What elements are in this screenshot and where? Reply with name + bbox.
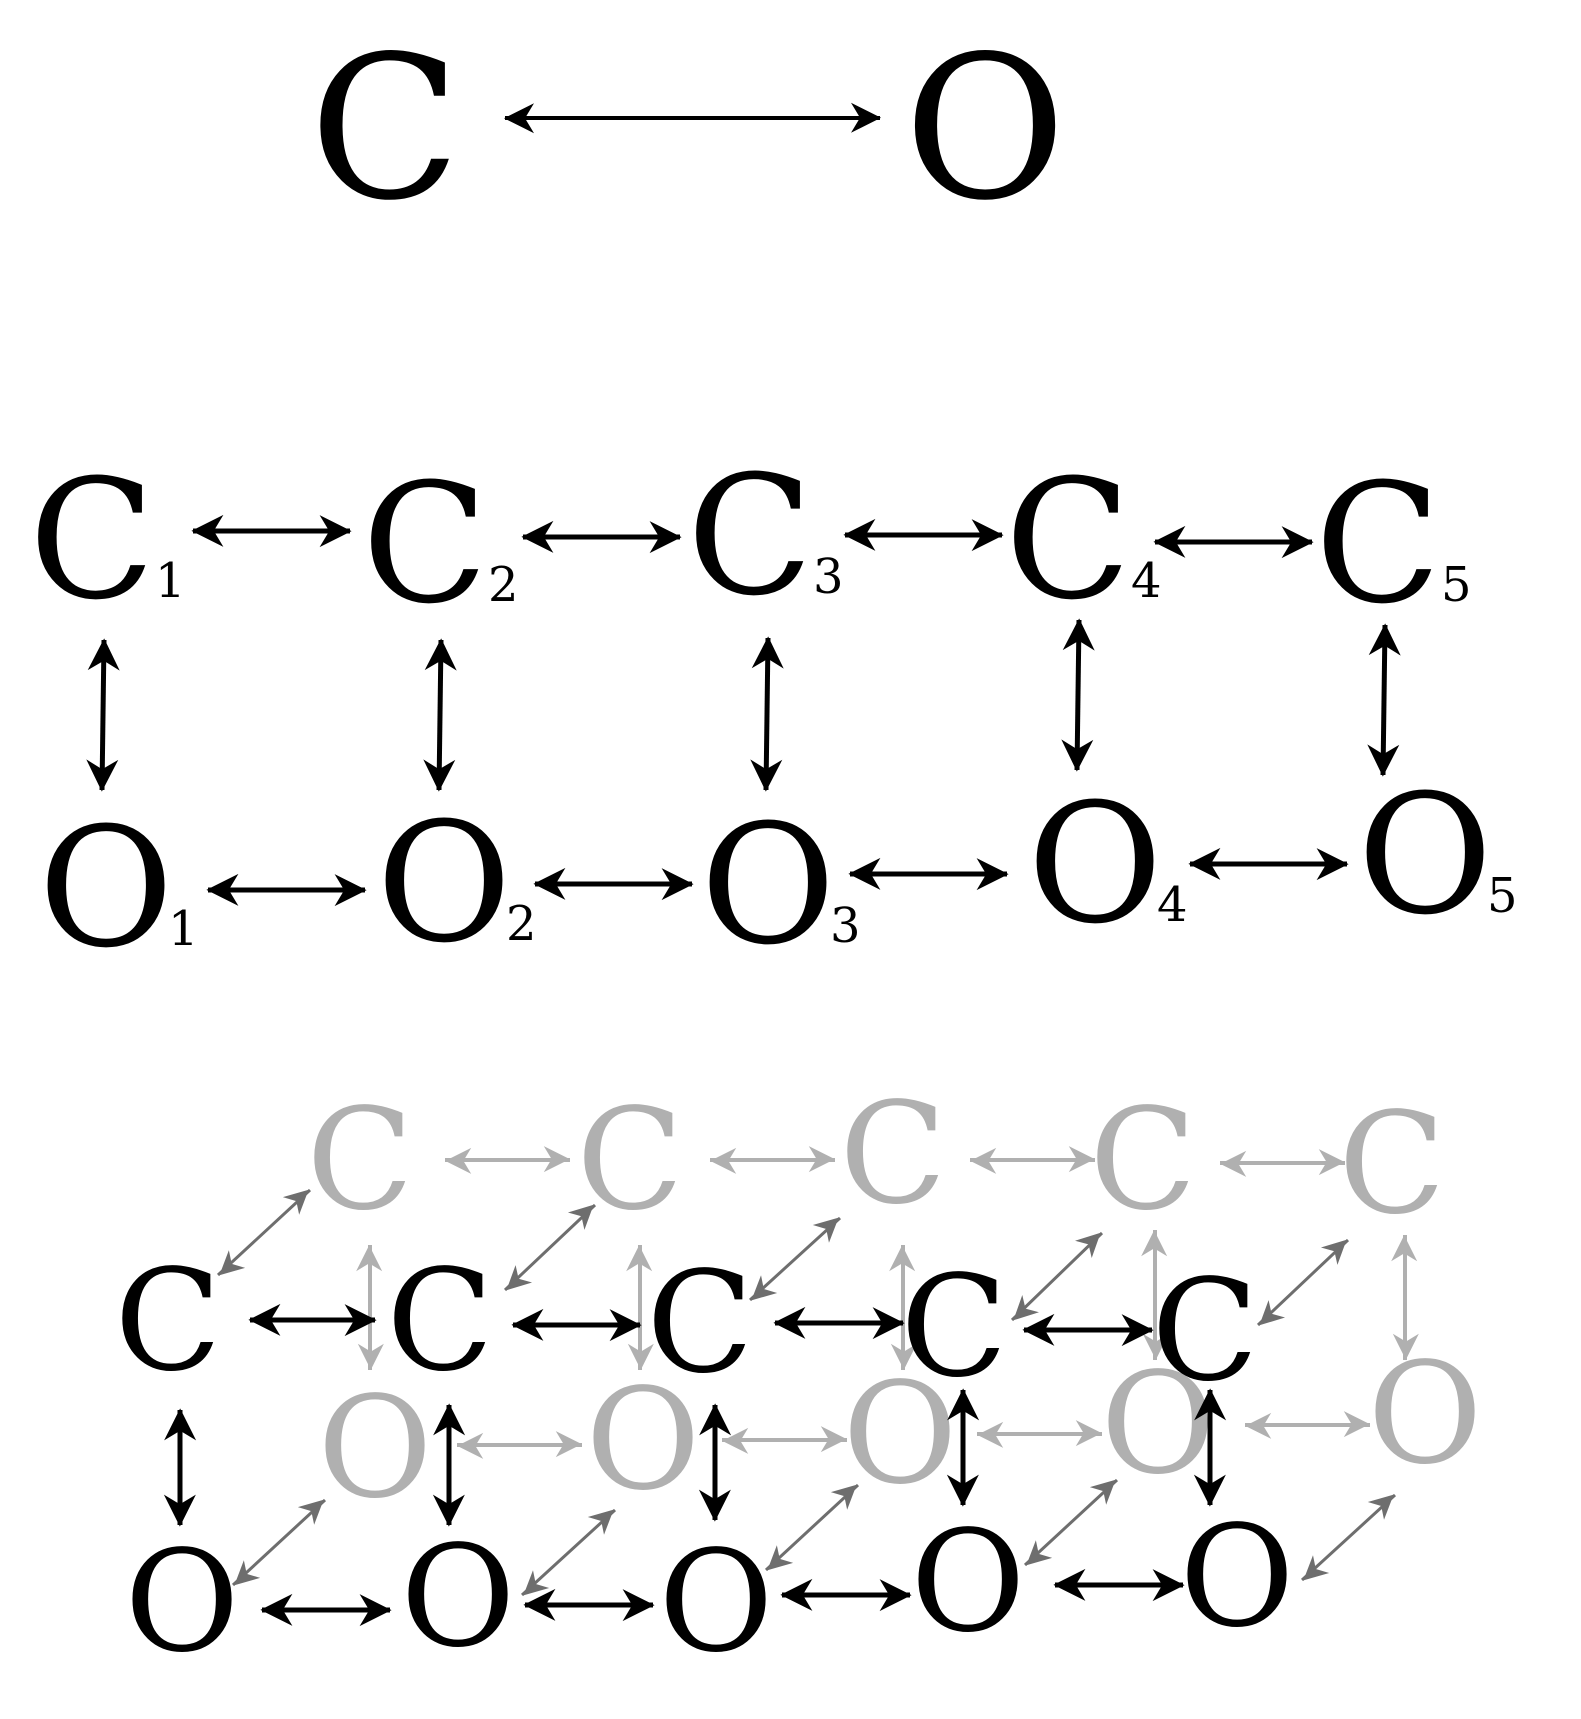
front-node-c-4: C — [900, 1246, 1007, 1409]
grid-node-c-subscript: 4 — [1131, 553, 1162, 609]
front-node-c-3: C — [646, 1242, 753, 1405]
grid-node-o-label: O — [1027, 768, 1162, 960]
top-diagram: C O — [309, 13, 1066, 244]
grid-node-o-label: O — [1357, 759, 1492, 951]
front-node-c-1: C — [114, 1240, 221, 1403]
top-node-c: C — [309, 13, 461, 244]
front-node-o-4: O — [911, 1501, 1026, 1664]
back-node-c-3: C — [839, 1073, 946, 1236]
depth-c-link-2 — [503, 1203, 597, 1292]
grid-node-o-2: O2 — [376, 787, 536, 979]
depth-o-link-3 — [764, 1483, 860, 1572]
grid-node-o-5: O5 — [1357, 759, 1517, 951]
top-node-o: O — [904, 13, 1066, 244]
grid-co-link-3 — [750, 636, 784, 792]
depth-o-link-4 — [1023, 1478, 1119, 1567]
indexed-grid: C 1 C 2 C 3 C 4 C 5O1 O2 O3 O4 O5 — [29, 440, 1518, 984]
back-node-c-4: C — [1089, 1079, 1196, 1242]
grid-node-c-subscript: 1 — [155, 553, 186, 609]
grid-node-c-label: C — [29, 444, 155, 636]
grid-node-o-subscript: 1 — [168, 901, 199, 957]
back-node-o-5: O — [1368, 1333, 1483, 1496]
grid-node-o-4: O4 — [1027, 768, 1187, 960]
back-node-o-1: O — [318, 1367, 433, 1530]
back-node-c-5: C — [1338, 1083, 1445, 1246]
front-node-c-5: C — [1151, 1250, 1258, 1413]
grid-node-o-1: O1 — [38, 792, 198, 984]
front-node-o-1: O — [125, 1521, 240, 1684]
front-node-o-2: O — [401, 1516, 516, 1679]
back-node-o-2: O — [586, 1359, 701, 1522]
grid-node-c-subscript: 2 — [488, 557, 519, 613]
grid-node-o-label: O — [38, 792, 173, 984]
depth-c-link-4 — [1010, 1231, 1104, 1322]
grid-node-c-label: C — [362, 448, 488, 640]
grid-node-c-label: C — [1005, 444, 1131, 636]
front-node-o-3: O — [659, 1521, 774, 1684]
depth-o-link-5 — [1300, 1493, 1397, 1582]
grid-node-o-label: O — [700, 789, 835, 981]
depth-o-link-2 — [520, 1508, 617, 1597]
grid-node-o-subscript: 4 — [1157, 877, 1188, 933]
grid-co-link-4 — [1061, 618, 1095, 772]
grid-co-link-5 — [1367, 623, 1401, 777]
grid-node-c-subscript: 5 — [1441, 557, 1472, 613]
layered-lattice: C C C C CO O O O OC C C C CO O O O O — [114, 1073, 1482, 1684]
grid-node-o-subscript: 3 — [830, 898, 861, 954]
back-node-c-2: C — [576, 1079, 683, 1242]
grid-co-link-1 — [86, 638, 120, 792]
front-node-o-5: O — [1180, 1496, 1295, 1659]
grid-node-o-3: O3 — [700, 789, 860, 981]
back-node-c-1: C — [306, 1079, 413, 1242]
grid-node-o-subscript: 5 — [1487, 868, 1518, 924]
depth-o-link-1 — [231, 1498, 327, 1587]
grid-co-link-2 — [423, 638, 457, 792]
grid-node-o-subscript: 2 — [506, 896, 537, 952]
grid-node-c-label: C — [1315, 448, 1441, 640]
depth-c-link-5 — [1256, 1238, 1350, 1327]
front-node-c-2: C — [386, 1240, 493, 1403]
depth-c-link-1 — [216, 1188, 312, 1277]
grid-node-o-label: O — [376, 787, 511, 979]
grid-node-c-label: C — [687, 440, 813, 632]
grid-node-c-subscript: 3 — [813, 549, 844, 605]
back-node-o-3: O — [843, 1353, 958, 1516]
depth-c-link-3 — [748, 1216, 842, 1302]
